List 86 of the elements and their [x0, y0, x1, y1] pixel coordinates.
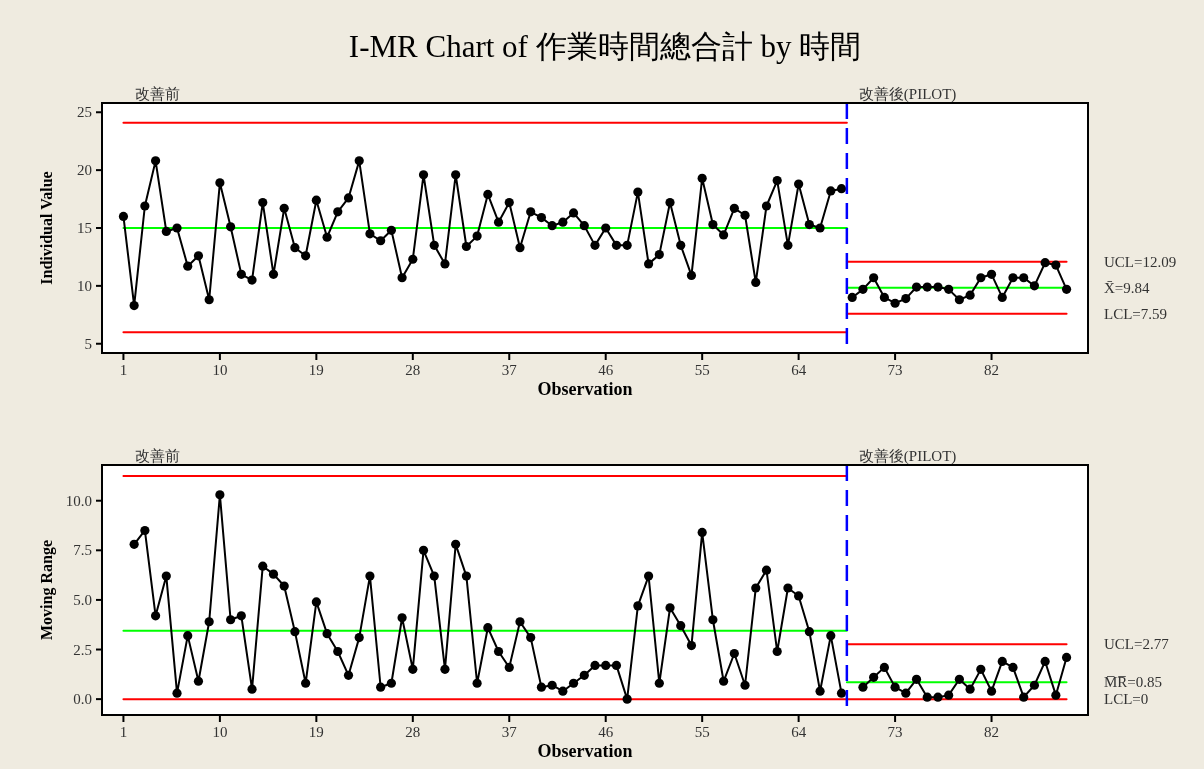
point [858, 284, 868, 294]
point [1008, 273, 1018, 283]
x-tick-label: 37 [501, 362, 518, 378]
x-tick-label: 46 [598, 362, 614, 378]
chart-title: I-MR Chart of 作業時間總合計 by 時間 [348, 29, 862, 64]
point [997, 292, 1007, 303]
point [965, 290, 975, 300]
point [922, 692, 932, 702]
point [933, 282, 943, 292]
point [890, 682, 900, 692]
point [944, 284, 954, 294]
text: 改善後(PILOT) [858, 448, 957, 465]
y-axis-title: Individual Value [38, 171, 55, 285]
point [1008, 662, 1018, 672]
x-tick-label: 82 [984, 362, 1000, 378]
point [922, 282, 932, 292]
point [1019, 692, 1029, 702]
point [1040, 656, 1050, 667]
y-tick-label: 5.0 [73, 591, 92, 608]
x-tick-label: 19 [308, 362, 324, 378]
point [944, 690, 954, 700]
text: 改善前 [135, 448, 181, 464]
x-tick-label: 10 [212, 724, 228, 740]
x-tick-label: 1 [119, 724, 128, 740]
x-tick-label: 73 [887, 362, 903, 378]
point [879, 292, 889, 303]
text: 改善前 [135, 86, 181, 102]
x-tick-label: 28 [405, 362, 421, 378]
point [954, 674, 964, 684]
point [1019, 273, 1029, 283]
y-tick-label: 10 [77, 277, 92, 294]
y-tick-label: 2.5 [73, 641, 92, 658]
point [911, 674, 922, 684]
point [954, 295, 964, 305]
y-axis-title: Moving Range [38, 540, 56, 640]
x-tick-label: 46 [598, 724, 614, 740]
point [1051, 260, 1061, 270]
point [1029, 281, 1040, 291]
point [879, 662, 889, 672]
point [986, 269, 997, 279]
point [997, 656, 1007, 667]
point [965, 684, 975, 694]
text: UCL=12.09 [1104, 253, 1177, 270]
point [1051, 690, 1061, 700]
x-tick-label: 28 [405, 724, 421, 740]
x-tick-label: 10 [212, 362, 228, 378]
point [976, 273, 986, 283]
text: X̄=9.84 [1104, 279, 1151, 296]
point [1061, 284, 1072, 294]
point [847, 292, 857, 303]
text: UCL=2.77 [1104, 636, 1170, 653]
x-tick-label: 37 [501, 724, 518, 740]
x-tick-label: 55 [694, 362, 710, 378]
text: 改善後(PILOT) [858, 86, 957, 103]
point [869, 273, 879, 283]
point [901, 294, 911, 304]
x-axis-title: Observation [537, 741, 633, 761]
y-tick-label: 20 [77, 162, 92, 179]
y-tick-label: 25 [77, 104, 92, 121]
x-tick-label: 64 [791, 362, 807, 378]
point [976, 664, 986, 674]
point [933, 692, 943, 702]
text: M̅R̅=0.85 [1104, 674, 1163, 691]
x-tick-label: 19 [308, 724, 324, 740]
point [1061, 652, 1072, 663]
y-tick-label: 5 [84, 335, 92, 352]
x-tick-label: 1 [119, 362, 128, 378]
x-tick-label: 55 [694, 724, 710, 740]
x-tick-label: 82 [984, 724, 1000, 740]
point [1040, 258, 1050, 268]
x-axis-title: Observation [537, 379, 633, 399]
y-tick-label: 0.0 [73, 691, 92, 708]
x-tick-label: 64 [791, 724, 807, 740]
text: LCL=7.59 [1104, 305, 1168, 322]
point [1029, 680, 1040, 690]
point [869, 672, 879, 682]
point [901, 688, 911, 698]
text: LCL=0 [1104, 691, 1149, 708]
y-tick-label: 15 [77, 220, 92, 236]
y-tick-label: 10.0 [65, 492, 92, 509]
point [911, 282, 922, 292]
x-tick-label: 73 [887, 724, 903, 740]
point [890, 298, 900, 308]
y-tick-label: 7.5 [73, 542, 92, 559]
point [986, 686, 997, 696]
point [858, 682, 868, 692]
